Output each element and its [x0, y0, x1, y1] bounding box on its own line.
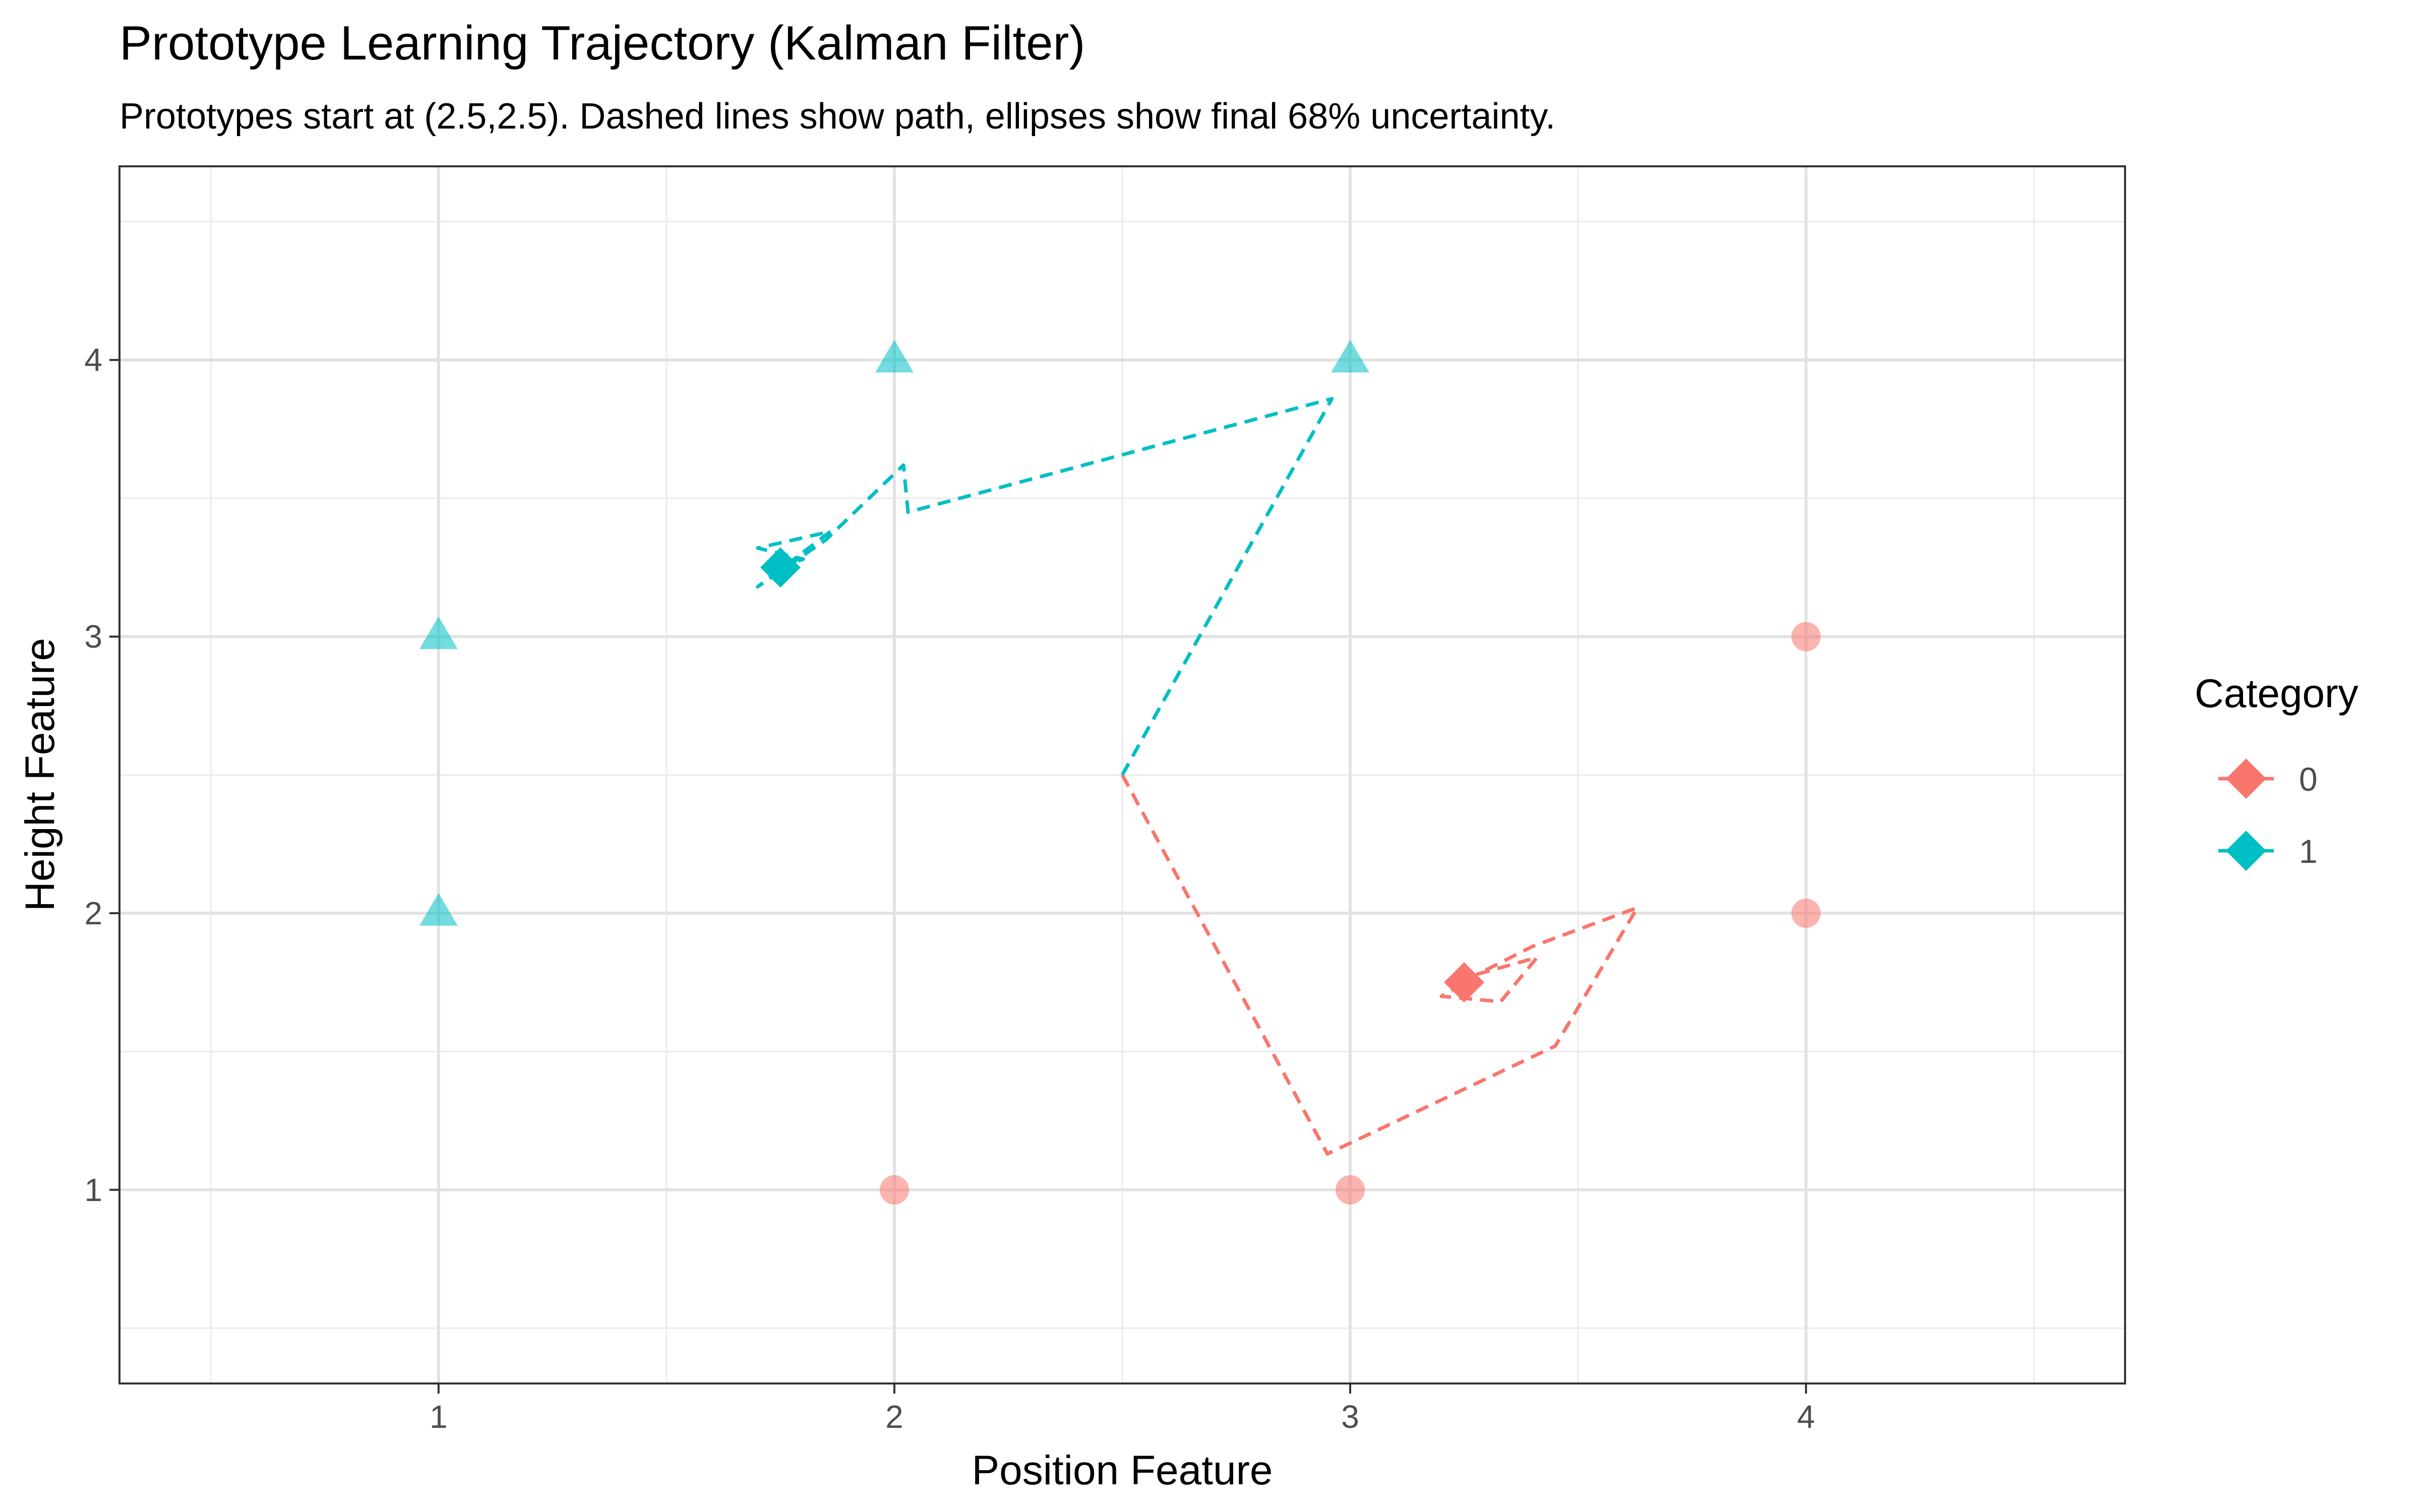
x-axis-title: Position Feature: [972, 1447, 1273, 1493]
training-point-category-0: [879, 1175, 909, 1205]
grid-layer: [119, 166, 2125, 1383]
trajectory-path-category-0: [1120, 774, 1640, 1156]
y-tick-label: 2: [84, 895, 102, 931]
y-axis-title: Height Feature: [17, 638, 63, 911]
legend-title: Category: [2195, 671, 2358, 716]
legend-label-1: 1: [2299, 833, 2318, 870]
training-point-category-1: [419, 893, 458, 926]
y-tick-label: 3: [84, 618, 102, 655]
x-axis-ticks: 1 2 3 4: [430, 1383, 1815, 1435]
x-tick-label: 3: [1341, 1399, 1359, 1435]
x-tick-label: 4: [1797, 1399, 1815, 1435]
chart-subtitle: Prototypes start at (2.5,2.5). Dashed li…: [119, 96, 1555, 137]
final-prototype-category-1: [760, 547, 801, 588]
y-tick-label: 4: [84, 342, 102, 378]
y-tick-label: 1: [84, 1172, 102, 1208]
training-point-category-1: [419, 616, 458, 649]
training-point-category-0: [1791, 898, 1821, 928]
legend: Category 01: [2195, 671, 2358, 871]
legend-key-diamond-1: [2226, 831, 2266, 871]
final-prototype-category-0: [1444, 962, 1485, 1003]
x-tick-label: 1: [430, 1399, 448, 1435]
final-prototype-layer: [760, 547, 1485, 1003]
training-point-layer: [419, 340, 1821, 1205]
training-point-category-0: [1791, 622, 1821, 652]
legend-label-0: 0: [2299, 761, 2318, 798]
training-point-category-1: [875, 340, 914, 373]
plot-border: [118, 165, 2126, 1384]
training-point-category-0: [1336, 1175, 1365, 1205]
y-axis-ticks: 1 2 3 4: [84, 342, 119, 1208]
legend-entries: 01: [2218, 759, 2318, 871]
legend-key-diamond-0: [2226, 759, 2266, 799]
chart-title: Prototype Learning Trajectory (Kalman Fi…: [119, 16, 1085, 70]
training-point-category-1: [1331, 340, 1370, 373]
x-tick-label: 2: [885, 1399, 903, 1435]
